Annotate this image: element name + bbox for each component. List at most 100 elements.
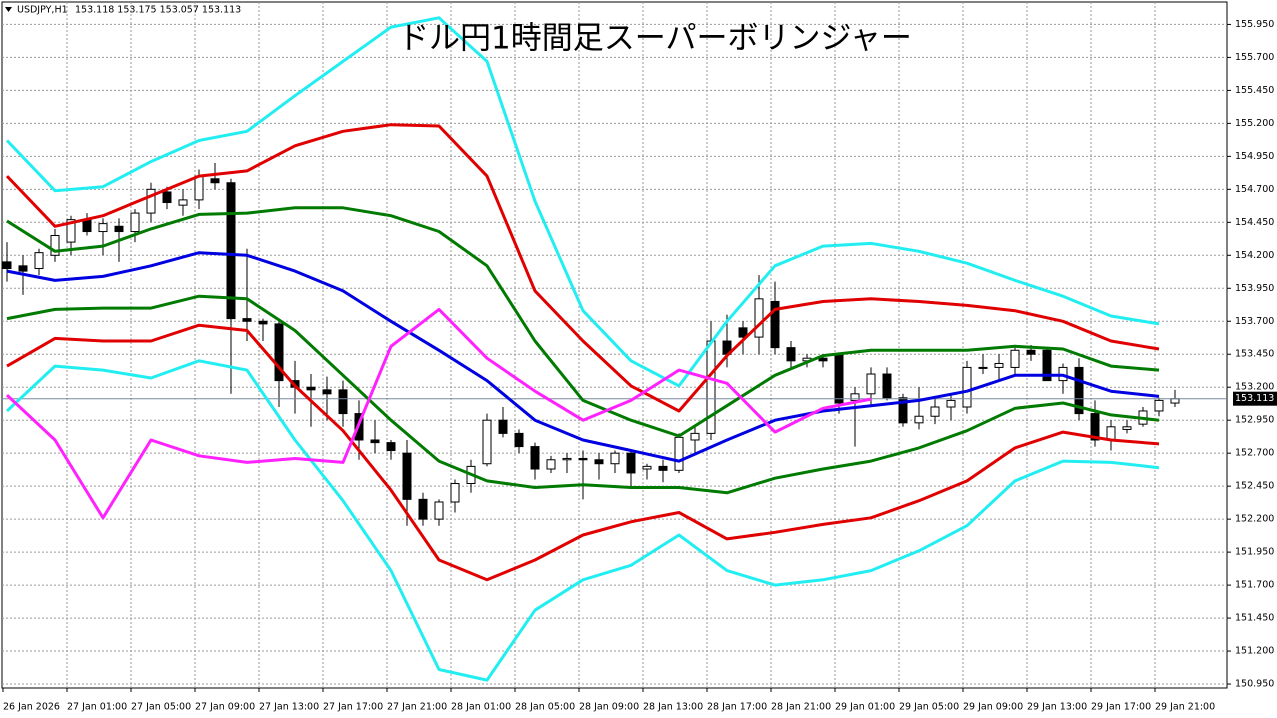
candle-body: [594, 459, 604, 465]
x-tick-label: 29 Jan 21:00: [1155, 702, 1215, 713]
symbol: USDJPY,H1: [17, 5, 68, 16]
candle-body: [578, 457, 588, 461]
candle-body: [82, 219, 92, 233]
candle-body: [818, 357, 828, 362]
x-tick-label: 29 Jan 17:00: [1091, 702, 1151, 713]
y-tick-label: 151.200: [1235, 646, 1274, 657]
candle-body: [1090, 413, 1100, 441]
candle-body: [114, 225, 124, 233]
y-tick-label: 155.950: [1235, 19, 1274, 30]
candle-body: [1042, 349, 1052, 382]
candle-body: [98, 223, 108, 233]
candle-body: [242, 318, 252, 322]
candle-body: [562, 457, 572, 461]
band-line: [5, 359, 1160, 682]
candle-body: [530, 446, 540, 470]
y-tick-label: 151.700: [1235, 580, 1274, 591]
candle-body: [1154, 399, 1164, 412]
candle-body: [194, 175, 204, 201]
menu-icon[interactable]: [5, 7, 12, 12]
x-tick-label: 28 Jan 09:00: [579, 702, 639, 713]
y-tick-label: 155.450: [1235, 85, 1274, 96]
candle-body: [642, 465, 652, 470]
x-tick-label: 27 Jan 01:00: [67, 702, 127, 713]
candle-body: [1122, 426, 1132, 430]
candle-body: [386, 442, 396, 452]
candle-body: [146, 188, 156, 214]
candle-body: [786, 347, 796, 362]
y-tick-label: 154.950: [1235, 151, 1274, 162]
x-tick-label: 27 Jan 17:00: [323, 702, 383, 713]
x-tick-label: 27 Jan 09:00: [195, 702, 255, 713]
candle-body: [50, 235, 60, 256]
candle-body: [226, 182, 236, 320]
y-tick-label: 154.200: [1235, 250, 1274, 261]
candle-body: [658, 465, 668, 471]
y-tick-label: 153.200: [1235, 382, 1274, 393]
x-tick-label: 29 Jan 01:00: [835, 702, 895, 713]
price-label-box: [1233, 391, 1277, 406]
y-tick-label: 152.200: [1235, 514, 1274, 525]
candle-body: [130, 212, 140, 233]
y-tick-label: 152.700: [1235, 448, 1274, 459]
candle-body: [514, 432, 524, 448]
x-tick-label: 29 Jan 09:00: [963, 702, 1023, 713]
candle-body: [274, 323, 284, 382]
candle-body: [418, 498, 428, 520]
candle-body: [66, 219, 76, 243]
candle-body: [1074, 366, 1084, 415]
candle-body: [434, 501, 444, 520]
candle-body: [930, 406, 940, 417]
band-line: [5, 307, 872, 520]
candle-body: [258, 320, 268, 325]
y-tick-label: 150.950: [1235, 679, 1274, 690]
x-tick-label: 29 Jan 05:00: [899, 702, 959, 713]
candle-body: [690, 432, 700, 441]
x-tick-label: 28 Jan 17:00: [707, 702, 767, 713]
candle-body: [482, 419, 492, 465]
candle-body: [178, 199, 188, 206]
y-tick-label: 154.700: [1235, 184, 1274, 195]
x-tick-label: 28 Jan 21:00: [771, 702, 831, 713]
candle-body: [770, 300, 780, 349]
candle-body: [850, 393, 860, 401]
price-label: 153.113: [1235, 393, 1274, 404]
y-tick-label: 154.450: [1235, 217, 1274, 228]
candle-body: [674, 436, 684, 471]
x-tick-label: 28 Jan 05:00: [515, 702, 575, 713]
y-tick-label: 155.200: [1235, 118, 1274, 129]
candle-body: [210, 178, 220, 184]
band-line: [6, 251, 1160, 463]
candle-body: [306, 386, 316, 391]
candle-body: [834, 353, 844, 404]
candle-body: [338, 389, 348, 415]
candle-body: [610, 452, 620, 465]
quote: 153.118 153.175 153.057 153.113: [75, 5, 241, 16]
plot-layer: [2, 2, 1227, 688]
x-tick-label: 27 Jan 05:00: [131, 702, 191, 713]
candle-body: [498, 419, 508, 434]
candle-body: [546, 459, 556, 470]
candle-body: [706, 340, 716, 434]
candle-body: [1106, 426, 1116, 441]
candle-body: [914, 415, 924, 424]
candle-body: [2, 261, 12, 269]
candle-body: [18, 265, 28, 272]
x-tick-label: 28 Jan 13:00: [643, 702, 703, 713]
y-tick-label: 153.450: [1235, 349, 1274, 360]
candle-body: [34, 252, 44, 269]
y-tick-label: 153.700: [1235, 316, 1274, 327]
band-line: [6, 294, 1160, 495]
y-tick-label: 151.950: [1235, 547, 1274, 558]
band-line: [5, 123, 1160, 413]
candle-body: [1010, 349, 1020, 368]
band-line: [6, 206, 1160, 438]
candle-body: [162, 191, 172, 204]
candle-body: [1170, 398, 1180, 404]
chart-title: ドル円1時間足スーパーボリンジャー: [398, 21, 912, 57]
candle-body: [962, 366, 972, 408]
y-tick-label: 152.950: [1235, 415, 1274, 426]
candle-body: [626, 452, 636, 474]
candle-body: [1026, 349, 1036, 355]
